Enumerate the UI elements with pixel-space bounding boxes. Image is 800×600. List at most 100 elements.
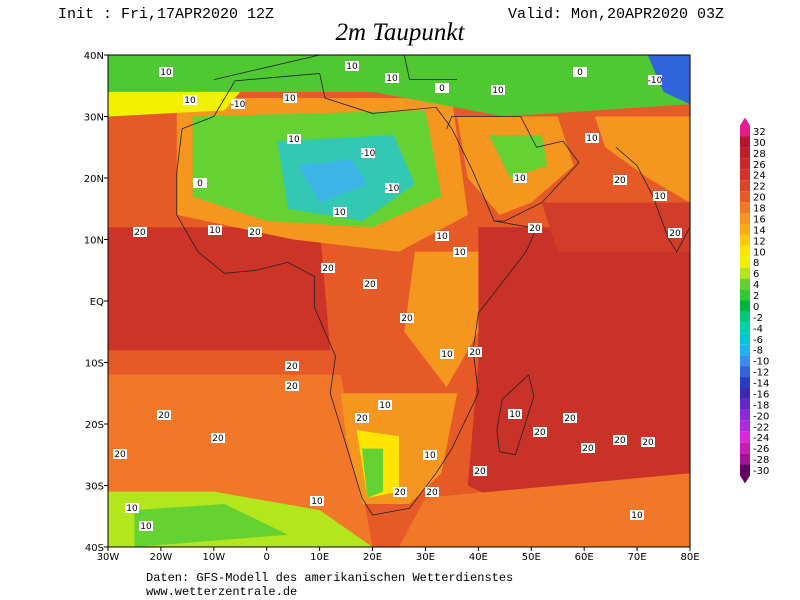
colorbar-label: -10 <box>753 357 769 368</box>
contour-label-bg <box>491 85 505 95</box>
colorbar-label: 6 <box>753 269 759 280</box>
contour-label-bg <box>385 73 399 83</box>
contour-label: 10 <box>284 94 296 104</box>
colorbar-label: -22 <box>753 422 769 433</box>
colorbar-label: -30 <box>753 466 769 477</box>
colorbar-label: 30 <box>753 138 766 149</box>
colorbar-swatch <box>740 409 750 421</box>
contour-label-bg <box>648 75 662 85</box>
contour-label-bg <box>321 263 335 273</box>
contour-label: 20 <box>474 467 486 477</box>
contour-label: 10 <box>424 451 436 461</box>
colorbar-swatch <box>740 300 750 312</box>
contour-label-bg <box>133 227 147 237</box>
colorbar-swatch <box>740 442 750 454</box>
contour-label: 20 <box>534 428 546 438</box>
contour-label: 20 <box>564 414 576 424</box>
colorbar-top-arrow <box>740 117 750 126</box>
contour-label-bg <box>157 410 171 420</box>
contour-label-bg <box>345 61 359 71</box>
colorbar-label: -8 <box>753 346 763 357</box>
coastline <box>496 374 535 456</box>
contour-label-bg <box>211 433 225 443</box>
lat-label: 10S <box>85 359 104 370</box>
contour-label-bg <box>533 427 547 437</box>
lat-label: EQ <box>90 297 104 308</box>
colorbar-swatch <box>740 136 750 148</box>
contour-label: 20 <box>669 229 681 239</box>
contour-label-bg <box>393 487 407 497</box>
contour-label: 0 <box>439 84 445 94</box>
colorbar-label: -20 <box>753 411 769 422</box>
coastline <box>403 55 458 80</box>
contour-label: 20 <box>426 488 438 498</box>
footer-url: www.wetterzentrale.de <box>146 585 297 599</box>
gulf-guinea <box>108 227 331 351</box>
contour-label: 10 <box>586 134 598 144</box>
colorbar-swatch <box>740 223 750 235</box>
contour-label-bg <box>423 450 437 460</box>
contour-label-bg <box>468 347 482 357</box>
east-africa <box>404 251 479 388</box>
contour-label: 10 <box>334 208 346 218</box>
contour-label-bg <box>193 178 207 188</box>
colorbar-label: -18 <box>753 400 769 411</box>
contour-label: 10 <box>184 96 196 106</box>
colorbar-swatch <box>740 278 750 290</box>
contour-label-bg <box>453 247 467 257</box>
colorbar-swatch <box>740 202 750 214</box>
contour-label: 10 <box>631 511 643 521</box>
colorbar-label: -4 <box>753 324 763 335</box>
contour-label-bg <box>285 361 299 371</box>
contour-label: 20 <box>614 436 626 446</box>
contour-label-bg <box>283 93 297 103</box>
med-yellow <box>108 91 241 117</box>
lon-label: 80E <box>680 552 699 563</box>
contour-label: 20 <box>322 264 334 274</box>
colorbar-swatch <box>740 453 750 465</box>
contour-label: 20 <box>529 224 541 234</box>
contour-label: 10 <box>509 410 521 420</box>
contour-label: 20 <box>356 414 368 424</box>
contour-label: 10 <box>311 497 323 507</box>
india <box>594 116 690 203</box>
colorbar-swatch <box>740 398 750 410</box>
colorbar-label: 20 <box>753 193 766 204</box>
colorbar-swatch <box>740 289 750 301</box>
contour-label: 20 <box>249 228 261 238</box>
contour-label: -10 <box>231 100 246 110</box>
contour-label-bg <box>363 279 377 289</box>
contour-label-bg <box>310 496 324 506</box>
contour-label-bg <box>440 349 454 359</box>
lat-label: 30N <box>84 113 104 124</box>
contour-label: 10 <box>160 68 172 78</box>
contour-label: 10 <box>140 522 152 532</box>
contour-label-bg <box>435 231 449 241</box>
lon-label: 0 <box>264 552 270 563</box>
colorbar-swatch <box>740 213 750 224</box>
contour-label-bg <box>668 228 682 238</box>
contour-label: 20 <box>134 228 146 238</box>
arabia-green <box>488 134 548 178</box>
colorbar-label: 4 <box>753 280 759 291</box>
contour-label: 20 <box>582 444 594 454</box>
contour-label: 0 <box>197 179 203 189</box>
contour-label-bg <box>473 466 487 476</box>
colorbar-label: 14 <box>753 225 766 236</box>
lon-label: 40E <box>469 552 488 563</box>
colorbar-swatch <box>740 169 750 181</box>
contour-label-bg <box>400 313 414 323</box>
colorbar-swatch <box>740 377 750 388</box>
contour-label: 20 <box>364 280 376 290</box>
contour-label: 20 <box>469 348 481 358</box>
lat-label: 10N <box>84 236 104 247</box>
contour-label: 20 <box>394 488 406 498</box>
lat-label: 20S <box>85 420 104 431</box>
colorbar-label: 28 <box>753 149 766 160</box>
contour-label: -10 <box>361 149 376 159</box>
south-indian <box>399 473 690 547</box>
contour-label-bg <box>641 437 655 447</box>
contour-label: 20 <box>286 362 298 372</box>
